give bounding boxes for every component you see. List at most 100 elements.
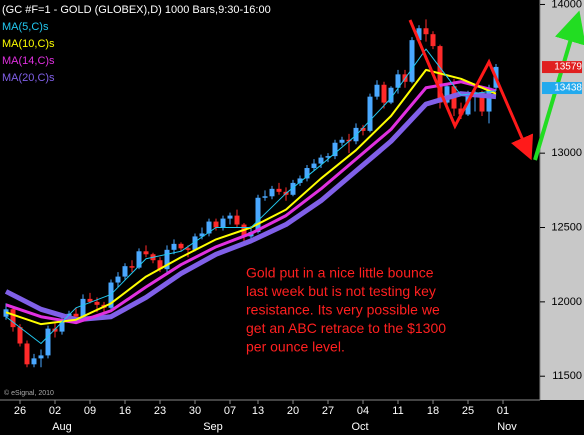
candle-body (31, 358, 37, 365)
candle-body (185, 248, 191, 250)
candle-body (409, 40, 415, 82)
candle-body (38, 355, 44, 359)
candle-body (122, 266, 128, 277)
candle-body (129, 266, 135, 268)
annotation-line: last week but is not testing key (246, 283, 436, 299)
x-tick-label: 02 (49, 405, 61, 417)
candle-body (360, 127, 366, 131)
chart-title: (GC #F=1 - GOLD (GLOBEX),D) 1000 Bars,9:… (2, 4, 271, 16)
candle-body (486, 87, 492, 112)
candle-body (87, 298, 93, 302)
x-tick-label: 16 (119, 405, 131, 417)
x-tick-label: 20 (287, 405, 299, 417)
x-tick-label: 30 (189, 405, 201, 417)
x-tick-label: 18 (427, 405, 439, 417)
candle-body (108, 282, 114, 308)
last-value-label: 13579 (554, 62, 582, 73)
month-label: Aug (52, 421, 72, 433)
candle-body (395, 74, 401, 88)
month-label: Oct (351, 421, 368, 433)
candle-body (325, 156, 331, 158)
annotation-line: per ounce level. (246, 339, 345, 355)
candle-body (304, 168, 310, 179)
candle-body (199, 233, 205, 237)
annotation-line: Gold put in a nice little bounce (246, 265, 434, 281)
last-value-box (542, 82, 582, 95)
candle-body (45, 328, 51, 356)
candle-body (339, 139, 345, 143)
candle-body (430, 34, 436, 47)
candle-body (157, 260, 163, 270)
candle-body (262, 196, 268, 198)
candle-body (136, 251, 142, 268)
copyright: © eSignal, 2010 (4, 389, 54, 397)
candle-body (24, 343, 30, 365)
candle-body (346, 139, 352, 142)
x-tick-label: 27 (322, 405, 334, 417)
candle-body (332, 142, 338, 157)
last-value-label: 13438 (554, 83, 582, 94)
candle-body (17, 327, 23, 344)
candle-body (178, 243, 184, 249)
candle-body (423, 28, 429, 35)
x-tick-label: 23 (154, 405, 166, 417)
x-axis-panel (0, 400, 584, 435)
y-axis-panel (540, 0, 584, 400)
x-tick-label: 09 (84, 405, 96, 417)
candle-body (115, 276, 121, 283)
candle-body (206, 221, 212, 234)
x-tick-label: 26 (14, 405, 26, 417)
candle-body (381, 84, 387, 103)
y-tick-label: 13000 (551, 147, 582, 159)
y-tick-label: 12000 (551, 296, 582, 308)
plot (3, 19, 499, 368)
candle-body (227, 215, 233, 219)
x-tick-label: 01 (497, 405, 509, 417)
candle-body (213, 221, 219, 228)
candle-body (388, 87, 394, 103)
candle-body (444, 86, 450, 103)
annotation-line: resistance. Its very possible we (246, 302, 440, 318)
ma-line (5, 80, 497, 325)
candle-body (10, 309, 16, 328)
x-tick-label: 11 (392, 405, 403, 417)
candle-body (269, 188, 275, 197)
candle-body (276, 188, 282, 192)
candle-body (353, 127, 359, 142)
candle-body (80, 298, 86, 317)
y-tick-label: 14000 (551, 0, 582, 10)
candle-body (255, 197, 261, 232)
month-label: Sep (203, 421, 223, 433)
candle-body (318, 157, 324, 164)
annotation-line: get an ABC retrace to the $1300 (246, 320, 446, 336)
red-arrow (408, 19, 534, 161)
candle-body (171, 243, 177, 250)
candle-body (220, 218, 226, 228)
candle-body (143, 251, 149, 255)
candle-body (73, 313, 79, 317)
candle-body (94, 301, 100, 305)
ma-line (5, 48, 497, 344)
candle-body (59, 319, 65, 332)
x-tick-label: 07 (224, 405, 236, 417)
legend-entry: MA(5,C)s (2, 21, 49, 33)
candle-body (297, 178, 303, 183)
candle-body (234, 215, 240, 225)
y-tick-label: 12500 (551, 221, 582, 233)
candle-body (416, 28, 422, 41)
last-value-box (542, 61, 582, 74)
candle-body (192, 236, 198, 250)
candle-body (290, 182, 296, 195)
candle-body (52, 328, 58, 332)
x-tick-label: 25 (462, 405, 474, 417)
x-tick-label: 04 (357, 405, 369, 417)
candle-body (367, 96, 373, 131)
legend-entry: MA(20,C)s (2, 72, 55, 84)
legend-entry: MA(10,C)s (2, 38, 55, 50)
candle-body (164, 249, 170, 270)
month-label: Nov (497, 421, 517, 433)
legend-entry: MA(14,C)s (2, 55, 55, 67)
candle-body (479, 92, 485, 112)
candle-body (374, 84, 380, 97)
